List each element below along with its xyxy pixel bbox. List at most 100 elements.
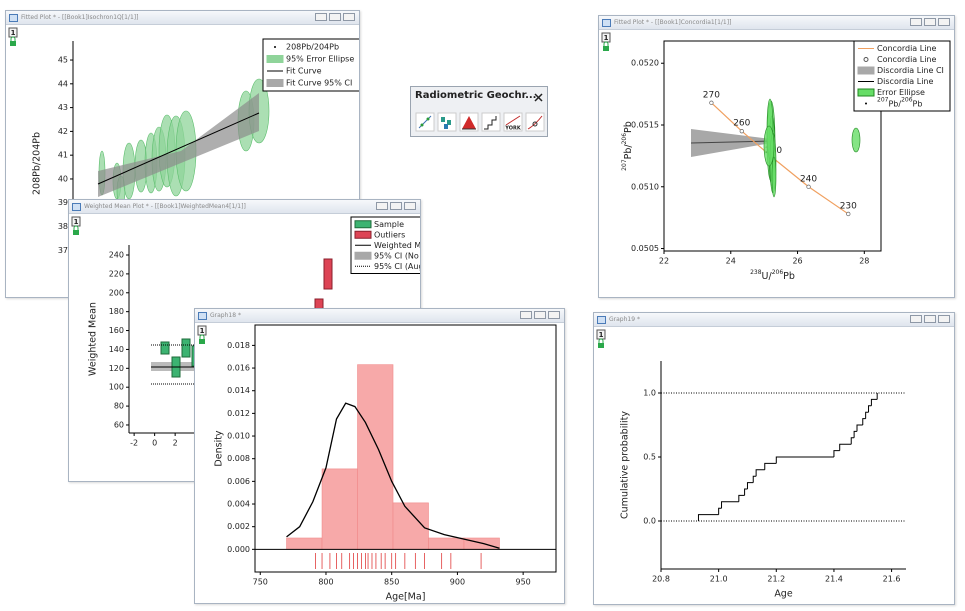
x-tick-label: 24 [726,257,736,266]
density-curve [286,402,500,549]
y-axis-label: Weighted Mean [88,302,99,376]
maximize-button[interactable] [329,13,341,21]
y-tick-label: 0.014 [227,386,250,395]
y-tick-label: 1.0 [643,389,656,398]
y-tick-label: 0.010 [227,432,250,441]
lock-icon [199,339,205,344]
y-tick-label: 0.0510 [631,182,659,191]
step [833,450,840,457]
tool-york[interactable]: YORK [503,112,523,132]
lock-shackle [73,225,79,230]
fit-curve [97,112,260,185]
step [746,482,754,489]
y-tick-label: 0.018 [227,341,250,350]
x-tick-label: 900 [450,578,465,587]
y-tick-label: 0.5 [643,453,656,462]
step [853,430,857,438]
close-button[interactable] [343,13,355,21]
lock-shackle [199,334,205,339]
histogram-bar [286,537,323,550]
close-button[interactable] [938,18,950,26]
x-tick-label: 22 [659,257,669,266]
y-tick-label: 44 [58,79,68,88]
legend-label: 208Pb/204Pb [286,43,339,52]
tool-histogram[interactable] [459,112,479,132]
lock-icon [10,41,16,46]
tool-isochron[interactable] [415,112,435,132]
window-canvas: 1 37 38 39 40 41 42 43 44 45 208Pb/204Pb 208Pb/204P… [8,27,359,297]
close-button[interactable] [404,202,416,210]
y-tick-label: 0.002 [227,522,250,531]
minimize-button[interactable] [376,202,388,210]
y-axis-label: 207Pb/206Pb [621,121,634,171]
lock-icon [603,46,609,51]
y-tick-label: 80 [114,402,124,411]
age-label: 260 [733,119,750,129]
label-part: Pb/ [623,144,634,160]
step [856,424,863,432]
layer-number: 1 [599,331,604,339]
y-tick-label: 0.0 [643,517,656,526]
title-bar: Fitted Plot * - [[Book1]Concordia1[1/1]] [599,16,954,30]
legend-swatch [354,251,372,260]
legend-label: Concordia Line [877,55,936,64]
maximize-button[interactable] [924,18,936,26]
window-title: Graph19 * [609,316,640,323]
x-tick-label: 750 [253,578,268,587]
label-part: Pb [913,99,923,108]
discordia-line [690,140,772,144]
legend-label: 95% CI (Aug [374,262,421,271]
window-title: Fitted Plot * - [[Book1]Isochron1Q[1/1]] [21,14,139,21]
concordia-point [806,184,811,189]
minimize-button[interactable] [520,311,532,319]
y-tick-label: 180 [109,307,124,316]
x-tick-label: 850 [384,578,399,587]
title-bar: Graph18 * [195,309,564,323]
x-tick-label: 21.0 [710,575,728,584]
maximize-button[interactable] [534,311,546,319]
close-button[interactable] [548,311,560,319]
legend-swatch [857,88,875,97]
step [839,443,852,451]
minimize-button[interactable] [315,13,327,21]
y-tick-label: 0.008 [227,454,250,463]
y-tick-label: 42 [58,127,68,136]
maximize-button[interactable] [924,315,936,323]
legend-label: Discordia Line CI [877,66,944,75]
step [752,475,757,483]
title-bar: Fitted Plot * - [[Book1]Isochron1Q[1/1]] [6,11,359,25]
step [697,514,719,521]
close-button[interactable] [938,315,950,323]
x-tick-label: 0 [152,439,157,448]
maximize-button[interactable] [390,202,402,210]
y-tick-label: 140 [109,345,124,354]
y-axis-label: Density [214,430,225,466]
tool-concordia[interactable] [525,112,545,132]
y-tick-label: 60 [114,420,124,429]
lock-shackle [598,338,604,343]
tool-weighted-mean[interactable] [437,112,457,132]
legend-swatch [354,230,372,239]
y-tick-label: 0.016 [227,364,250,373]
toolbox-title: Radiometric Geochr... [415,90,537,101]
legend-swatch [865,102,867,105]
step [764,462,777,470]
label-part: 207 [877,97,889,104]
y-tick-label: 41 [58,151,68,160]
minimize-button[interactable] [910,315,922,323]
x-tick-label: 2 [173,439,178,448]
step [870,398,878,406]
lock-icon [598,343,604,348]
close-button[interactable] [534,93,543,102]
legend-label: 95% CI (No [374,251,419,260]
minimize-button[interactable] [910,18,922,26]
y-tick-label: 160 [109,326,124,335]
step [721,501,739,509]
x-axis-label: 238U/206Pb [750,269,795,282]
legend-swatch [863,57,869,62]
lock-shackle [10,36,16,41]
window-title: Weighted Mean Plot * - [[Book1]WeightedM… [84,203,246,210]
tool-cumulative[interactable] [481,112,501,132]
legend-label: 207Pb/206Pb [877,97,922,109]
